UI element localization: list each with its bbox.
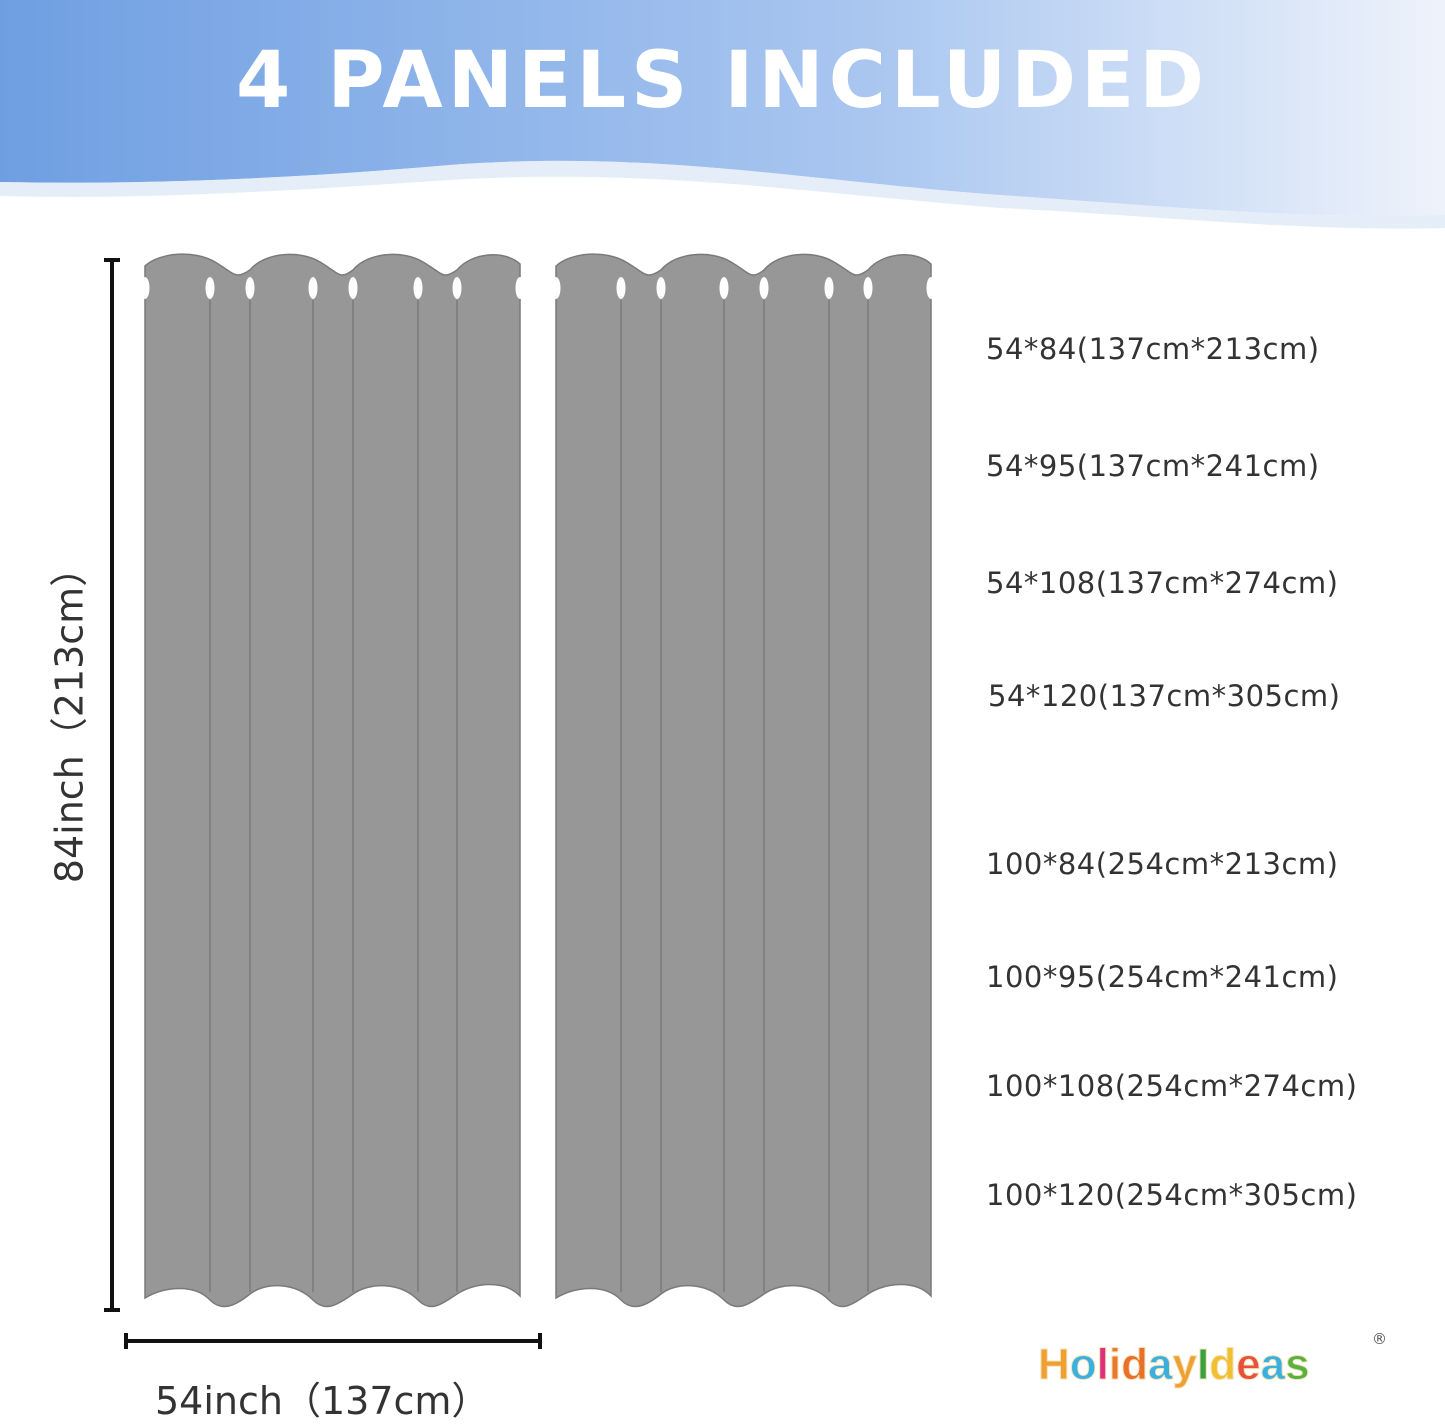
grommet-hole [719, 277, 729, 299]
size-option: 100*120(254cm*305cm) [986, 1178, 1358, 1212]
width-dimension-line [124, 1333, 542, 1349]
size-option: 54*95(137cm*241cm) [986, 449, 1320, 483]
grommet-hole [926, 277, 936, 299]
height-dimension-line [104, 258, 120, 1312]
grommet-hole [452, 277, 462, 299]
grommet-hole [308, 277, 318, 299]
grommet-hole [759, 277, 769, 299]
header-banner [0, 0, 1445, 229]
curtain-panel [555, 253, 932, 1308]
grommet-hole [348, 277, 358, 299]
grommet-hole [616, 277, 626, 299]
brand-logo: HolidayIdeas [1038, 1340, 1311, 1390]
grommet-hole [863, 277, 873, 299]
grommet-hole [551, 277, 561, 299]
height-label: 84inch（213cm） [47, 548, 92, 884]
size-option: 54*84(137cm*213cm) [986, 332, 1320, 366]
size-option: 100*108(254cm*274cm) [986, 1069, 1358, 1103]
size-option: 100*95(254cm*241cm) [986, 960, 1339, 994]
grommet-hole [245, 277, 255, 299]
size-option: 54*108(137cm*274cm) [986, 566, 1339, 600]
page-title: 4 PANELS INCLUDED [236, 36, 1209, 126]
size-option: 54*120(137cm*305cm) [988, 679, 1341, 713]
grommet-hole [656, 277, 666, 299]
size-option: 100*84(254cm*213cm) [986, 847, 1339, 881]
registered-mark: ® [1372, 1330, 1387, 1348]
grommet-hole [140, 277, 150, 299]
grommet-hole [205, 277, 215, 299]
grommet-hole [824, 277, 834, 299]
curtain-panel [144, 253, 521, 1308]
grommet-hole [515, 277, 525, 299]
grommet-hole [413, 277, 423, 299]
width-label: 54inch（137cm） [155, 1379, 490, 1423]
